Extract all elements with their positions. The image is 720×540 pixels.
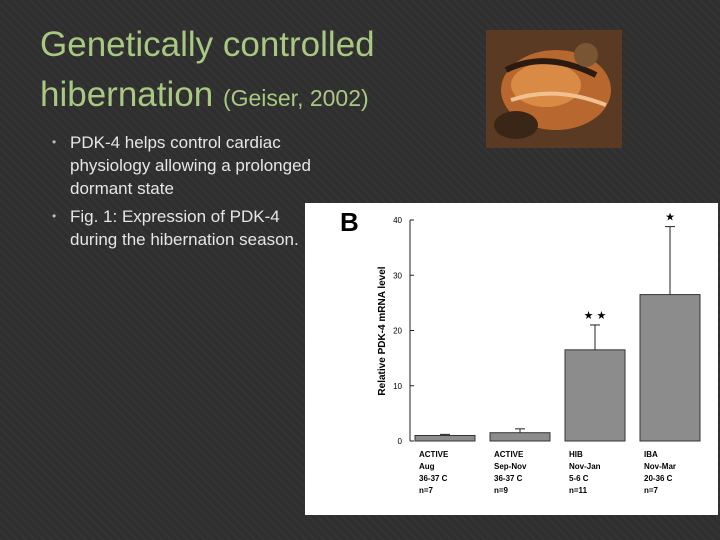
- bullet-item: • Fig. 1: Expression of PDK-4 during the …: [52, 207, 299, 249]
- y-tick-label: 40: [393, 216, 402, 225]
- x-category-label: Sep-Nov: [494, 462, 527, 471]
- x-category-label: ACTIVE: [419, 450, 449, 459]
- x-category-label: Nov-Jan: [569, 462, 601, 471]
- y-tick-label: 10: [393, 382, 402, 391]
- significance-mark: ★ ★: [584, 310, 607, 322]
- chipmunk-photo: [486, 30, 622, 148]
- y-tick-label: 0: [398, 437, 403, 446]
- bullet-list: • PDK-4 helps control cardiac physiology …: [52, 131, 325, 256]
- x-category-label: 20-36 C: [644, 474, 673, 483]
- bar: [639, 294, 701, 442]
- x-category-label: n=9: [494, 486, 509, 495]
- bar: [564, 349, 626, 442]
- x-category-label: 5-6 C: [569, 474, 589, 483]
- x-category-label: 36-37 C: [494, 474, 523, 483]
- x-category-label: n=7: [644, 486, 659, 495]
- x-category-label: Aug: [419, 462, 435, 471]
- significance-mark: ★: [665, 212, 675, 224]
- y-tick-label: 30: [393, 271, 402, 280]
- panel-label: B: [340, 207, 359, 237]
- x-category-label: IBA: [644, 450, 658, 459]
- x-category-label: n=11: [569, 486, 588, 495]
- bullet-text: PDK-4 helps control cardiac physiology a…: [70, 133, 311, 198]
- x-category-label: n=7: [419, 486, 434, 495]
- bullet-text: Fig. 1: Expression of PDK-4 during the h…: [70, 207, 299, 249]
- x-category-label: Nov-Mar: [644, 462, 676, 471]
- y-axis-label: Relative PDK-4 mRNA level: [377, 266, 388, 395]
- citation: (Geiser, 2002): [222, 85, 369, 111]
- chart: B Relative PDK-4 mRNA level 0 10 20 30 40 ACT…: [305, 203, 718, 515]
- x-category-label: ACTIVE: [494, 450, 524, 459]
- title-text: Genetically controlled hibernation: [40, 25, 375, 114]
- bar: [489, 432, 551, 442]
- bar: [414, 434, 476, 442]
- y-tick-label: 20: [393, 327, 402, 336]
- x-category-label: HIB: [569, 450, 583, 459]
- x-category-label: 36-37 C: [419, 474, 448, 483]
- bullet-item: • PDK-4 helps control cardiac physiology …: [52, 133, 311, 198]
- slide-title: Genetically controlled hibernation (Geis…: [40, 20, 460, 123]
